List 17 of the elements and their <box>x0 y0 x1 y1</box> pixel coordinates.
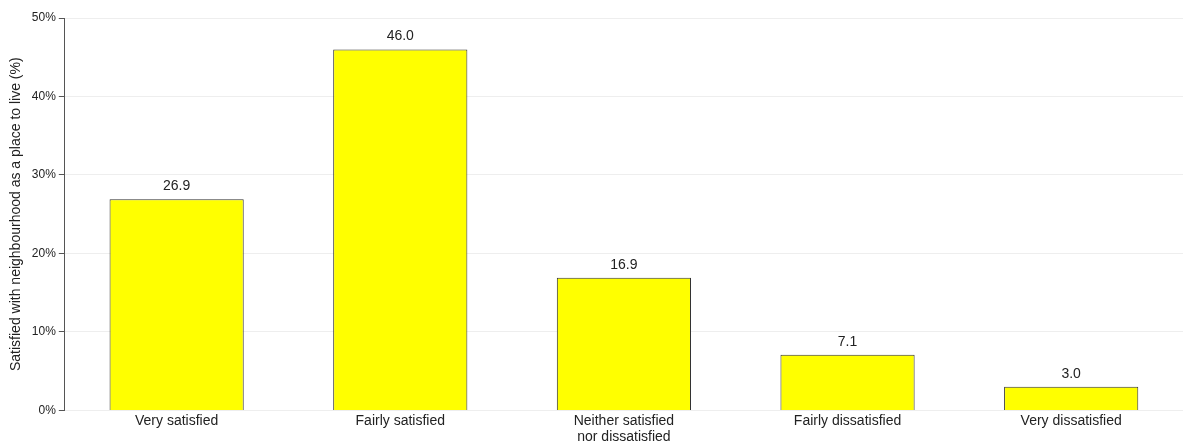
y-tick-label: 10% <box>31 324 57 339</box>
y-tick-label: 30% <box>31 167 57 182</box>
x-tick-label: Very dissatisfied <box>1020 411 1122 428</box>
y-tick-label: 40% <box>31 88 57 103</box>
x-tick-label: Very satisfied <box>135 411 219 428</box>
y-tick-label: 50% <box>31 10 57 25</box>
data-label: 3.0 <box>1061 364 1082 381</box>
data-label: 26.9 <box>163 177 191 194</box>
y-tick-label: 0% <box>38 402 57 417</box>
data-label: 16.9 <box>610 255 638 272</box>
x-tick-label: Neither satisfied nor dissatisfied <box>573 411 675 445</box>
x-tick-label: Fairly satisfied <box>355 411 446 428</box>
x-tick-label: Fairly dissatisfied <box>793 411 902 428</box>
data-label: 46.0 <box>386 27 415 44</box>
data-label: 7.1 <box>837 332 858 349</box>
y-axis-title: Satisfied with neighbourhood as a place to live (%) <box>7 57 24 372</box>
y-tick-label: 20% <box>31 245 57 260</box>
